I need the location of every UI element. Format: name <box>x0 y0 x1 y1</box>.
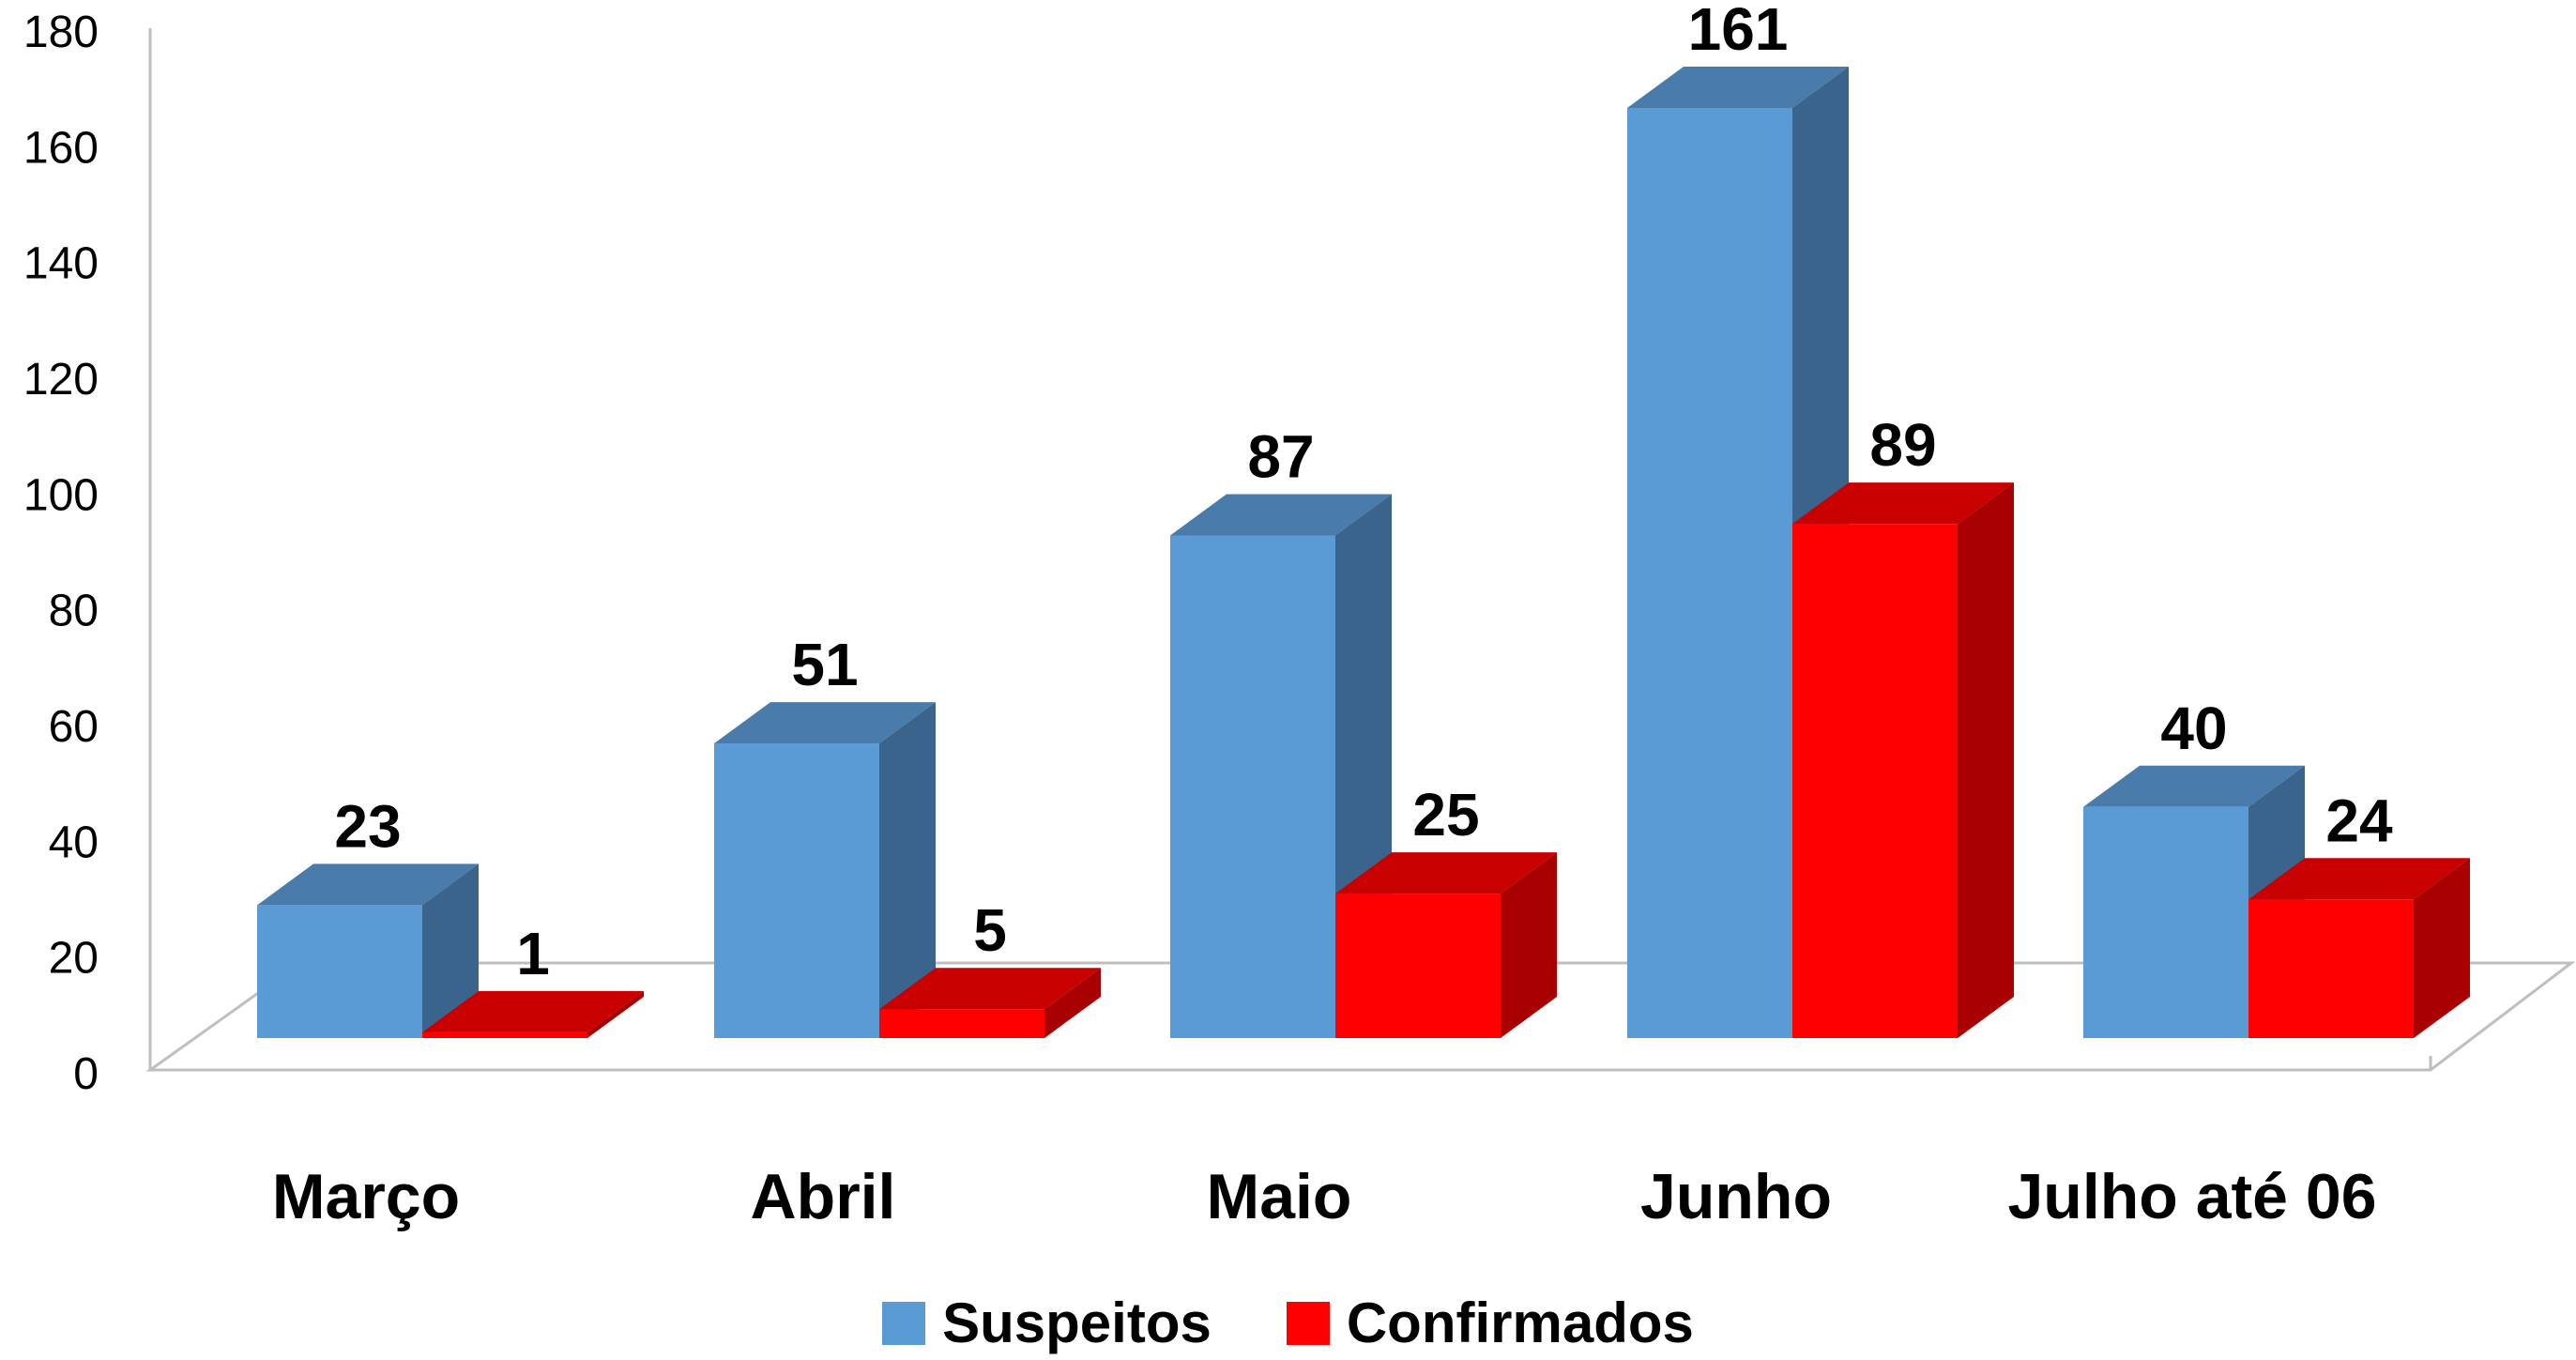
bar-side <box>587 990 644 1038</box>
floor-outline <box>145 961 2576 1072</box>
bar-side <box>422 863 479 1038</box>
y-axis-ticks: 0 20 40 60 80 100 120 140 160 180 <box>23 8 99 1099</box>
y-tick-label: 0 <box>73 1049 99 1099</box>
bar-top <box>879 968 1101 1010</box>
bar-top <box>2083 765 2305 807</box>
y-tick-label: 120 <box>23 355 99 405</box>
legend-label-confirmados: Confirmados <box>1346 1291 1694 1354</box>
bar-front <box>1627 108 1792 1038</box>
bar-top <box>2248 858 2470 900</box>
data-label: 24 <box>2325 787 2393 854</box>
bar-top <box>714 702 936 744</box>
bar-front <box>257 905 422 1038</box>
bar-front <box>1792 524 1958 1038</box>
bar-front <box>879 1009 1044 1038</box>
legend-item-suspeitos: Suspeitos <box>882 1291 1212 1355</box>
data-label: 161 <box>1688 0 1789 63</box>
legend-label-suspeitos: Suspeitos <box>942 1291 1212 1354</box>
bar-front <box>1170 535 1335 1038</box>
legend-item-confirmados: Confirmados <box>1286 1291 1694 1355</box>
data-label: 89 <box>1869 411 1936 479</box>
data-label: 87 <box>1247 422 1314 490</box>
category-label: Março <box>272 1161 460 1232</box>
bar-side <box>2414 858 2470 1038</box>
legend-swatch-suspeitos <box>882 1301 926 1345</box>
legend-swatch-confirmados <box>1286 1301 1330 1345</box>
bar-side <box>1044 968 1101 1038</box>
y-tick-label: 140 <box>23 239 99 289</box>
data-label: 40 <box>2160 695 2227 762</box>
bar-front <box>1335 894 1501 1038</box>
data-labels: 23 1 51 5 87 25 161 89 40 24 <box>334 0 2393 987</box>
category-label: Julho até 06 <box>2007 1161 2376 1232</box>
bar-side <box>879 702 936 1038</box>
bar-front <box>714 743 879 1038</box>
bar-top <box>257 863 479 906</box>
category-label: Junho <box>1640 1161 1832 1232</box>
data-label: 51 <box>791 631 858 698</box>
bar-side <box>1958 482 2014 1038</box>
y-tick-label: 80 <box>49 587 99 636</box>
bar-top <box>1170 494 1392 536</box>
chart-axes <box>145 28 2576 1072</box>
bar-side <box>1501 852 1557 1038</box>
legend: Suspeitos Confirmados <box>0 1291 2576 1355</box>
data-label: 1 <box>516 920 550 987</box>
y-tick-label: 20 <box>49 934 99 984</box>
bar-top <box>1335 852 1557 894</box>
data-label: 23 <box>334 792 401 860</box>
bar-front <box>2083 806 2248 1038</box>
data-label: 5 <box>973 896 1007 964</box>
bar-front <box>422 1031 587 1038</box>
y-tick-label: 60 <box>49 702 99 752</box>
category-label: Maio <box>1207 1161 1352 1232</box>
bar-top <box>1792 482 2014 525</box>
data-label: 25 <box>1412 781 1479 848</box>
bar-top <box>422 990 644 1032</box>
y-tick-label: 40 <box>49 818 99 867</box>
bars <box>257 67 2470 1038</box>
bar-top <box>1627 67 1849 108</box>
category-labels: Março Abril Maio Junho Julho até 06 <box>272 1161 2377 1232</box>
y-tick-label: 180 <box>23 8 99 57</box>
y-tick-label: 160 <box>23 123 99 173</box>
y-tick-label: 100 <box>23 470 99 520</box>
bar-front <box>2248 899 2414 1038</box>
category-label: Abril <box>751 1161 896 1232</box>
